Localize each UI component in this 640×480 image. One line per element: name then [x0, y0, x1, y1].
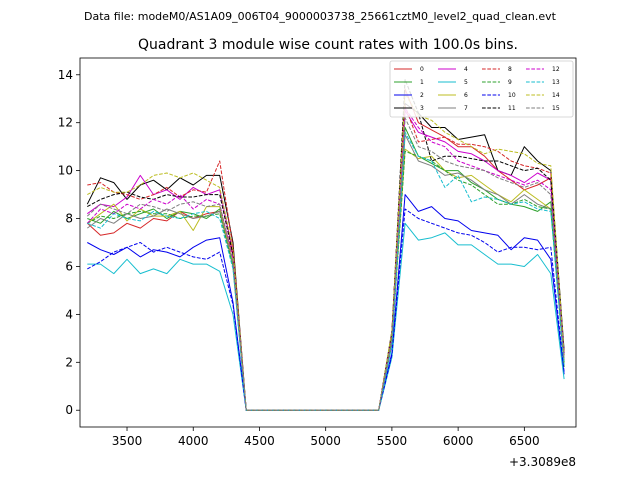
- x-tick-label: 6500: [509, 434, 540, 448]
- x-axis-offset-label: +3.3089e8: [509, 455, 576, 469]
- figure-suptitle: Data file: modeM0/AS1A09_006T04_90000037…: [84, 10, 557, 23]
- x-tick-label: 4500: [244, 434, 275, 448]
- legend-label-11: 11: [508, 105, 516, 112]
- plot-frame: [79, 57, 577, 428]
- legend-label-4: 4: [464, 66, 468, 73]
- series-line-10: [87, 208, 565, 411]
- x-tick-label: 5000: [310, 434, 341, 448]
- y-tick-label: 0: [65, 403, 73, 417]
- legend-label-6: 6: [464, 92, 468, 99]
- y-tick-label: 8: [65, 212, 73, 226]
- x-tick-label: 6000: [443, 434, 474, 448]
- series-line-6: [87, 148, 565, 411]
- series-line-2: [87, 194, 565, 411]
- y-tick-label: 12: [58, 116, 73, 130]
- y-tick-label: 2: [65, 355, 73, 369]
- legend-label-2: 2: [420, 92, 424, 99]
- x-tick-label: 4000: [178, 434, 209, 448]
- legend-label-3: 3: [420, 105, 424, 112]
- series-line-7: [87, 134, 565, 411]
- legend-label-12: 12: [552, 66, 560, 73]
- y-tick-label: 4: [65, 307, 73, 321]
- chart-title: Quadrant 3 module wise count rates with …: [138, 37, 518, 53]
- series-line-12: [86, 107, 565, 411]
- legend-label-1: 1: [420, 79, 424, 86]
- legend-label-8: 8: [508, 66, 512, 73]
- x-tick-label: 3500: [112, 434, 143, 448]
- legend-label-5: 5: [464, 79, 468, 86]
- x-axis: 3500 4000 4500 5000 5500 6000 6500: [112, 427, 540, 448]
- series-line-14: [87, 93, 565, 411]
- legend-label-13: 13: [552, 79, 560, 86]
- series-line-15: [86, 117, 565, 411]
- legend-label-14: 14: [552, 92, 560, 99]
- series-line-3: [86, 103, 565, 411]
- y-tick-label: 14: [58, 68, 73, 82]
- y-tick-label: 6: [65, 259, 73, 273]
- x-tick-label: 5500: [377, 434, 408, 448]
- legend-label-9: 9: [508, 79, 512, 86]
- legend-frame: [389, 60, 574, 118]
- series-line-8: [87, 105, 565, 411]
- series-line-1: [87, 127, 565, 411]
- legend-label-10: 10: [508, 92, 516, 99]
- plot-lines: [86, 79, 565, 411]
- y-axis: 0 2 4 6 8 10 12 14: [58, 68, 80, 417]
- series-line-13: [87, 131, 565, 411]
- series-line-5: [87, 222, 565, 411]
- legend-label-0: 0: [420, 66, 424, 73]
- legend-label-7: 7: [464, 105, 468, 112]
- legend-label-15: 15: [552, 105, 560, 112]
- series-line-11: [87, 79, 565, 411]
- y-tick-label: 10: [58, 164, 73, 178]
